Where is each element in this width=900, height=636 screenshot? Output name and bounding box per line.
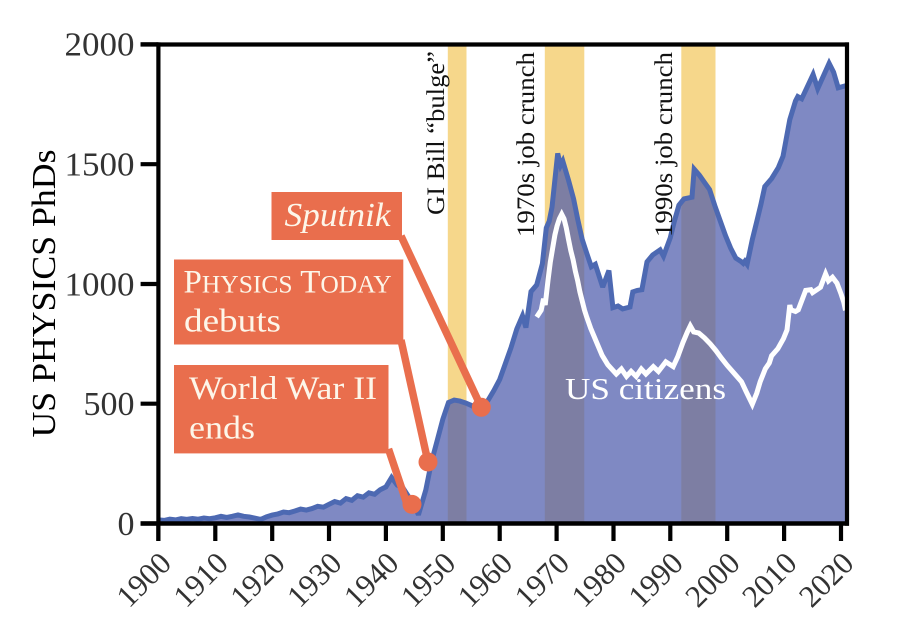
svg-text:1500: 1500 xyxy=(65,147,135,184)
svg-text:debuts: debuts xyxy=(184,304,281,340)
svg-text:GI Bill “bulge”: GI Bill “bulge” xyxy=(423,51,450,215)
svg-text:2000: 2000 xyxy=(65,27,135,64)
svg-text:US PHYSICS PhDs: US PHYSICS PhDs xyxy=(26,150,63,438)
svg-text:ends: ends xyxy=(189,411,255,447)
svg-text:1000: 1000 xyxy=(65,266,135,303)
svg-text:Sputnik: Sputnik xyxy=(285,197,392,234)
svg-text:0: 0 xyxy=(118,506,135,543)
svg-text:1990s job crunch: 1990s job crunch xyxy=(651,51,678,237)
svg-text:500: 500 xyxy=(84,386,135,423)
svg-text:PHYSICS TODAY: PHYSICS TODAY xyxy=(184,265,392,301)
svg-text:US citizens: US citizens xyxy=(565,371,726,406)
svg-text:World War II: World War II xyxy=(189,371,377,407)
svg-text:1970s job crunch: 1970s job crunch xyxy=(513,51,540,237)
